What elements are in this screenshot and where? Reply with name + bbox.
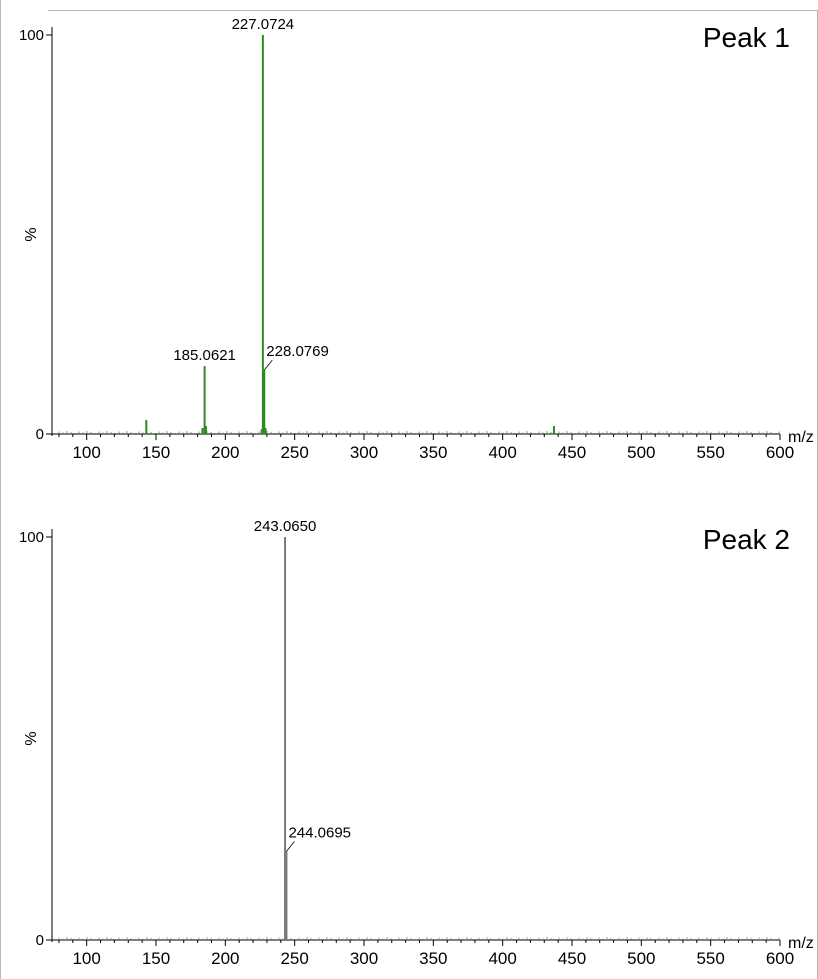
x-tick-label: 450 [558, 443, 586, 462]
y-tick-label: 0 [36, 426, 44, 443]
peak-label: 227.0724 [232, 16, 295, 33]
baseline-noise [54, 937, 780, 940]
x-tick-label: 100 [72, 949, 100, 968]
x-tick-label: 350 [419, 949, 447, 968]
x-tick-label: 600 [766, 443, 794, 462]
x-tick-label: 600 [766, 949, 794, 968]
peak-label: 185.0621 [173, 347, 236, 364]
peak-label-leader [263, 359, 273, 371]
x-tick-label: 400 [488, 443, 516, 462]
peak-label: 228.0769 [266, 343, 329, 360]
panel-title: Peak 2 [703, 524, 790, 555]
peak-label: 244.0695 [288, 824, 351, 841]
x-tick-label: 400 [488, 949, 516, 968]
y-axis-label: % [23, 227, 40, 241]
spectrum-panel-peak-2: 100 150 200 250 300 350 400 450 500 550 600 0 100% m/… [19, 518, 814, 968]
y-tick-label: 100 [19, 529, 44, 546]
frame-top-line [48, 10, 818, 11]
x-tick-label: 150 [142, 949, 170, 968]
x-tick-label: 350 [419, 443, 447, 462]
x-tick-label: 300 [350, 949, 378, 968]
y-tick-label: 0 [36, 932, 44, 949]
x-axis-label: m/z [788, 429, 814, 446]
x-tick-label: 200 [211, 443, 239, 462]
x-tick-label: 500 [627, 949, 655, 968]
x-axis-label: m/z [788, 935, 814, 952]
x-tick-label: 450 [558, 949, 586, 968]
y-axis-label: % [23, 731, 40, 745]
panel-title: Peak 1 [703, 22, 790, 53]
x-tick-label: 200 [211, 949, 239, 968]
frame-left-line [0, 0, 1, 979]
peak-label-leader [286, 841, 295, 852]
x-tick-label: 100 [72, 443, 100, 462]
x-tick-label: 500 [627, 443, 655, 462]
y-tick-label: 100 [19, 27, 44, 44]
baseline-noise [54, 431, 780, 434]
x-tick-label: 250 [280, 949, 308, 968]
x-tick-label: 300 [350, 443, 378, 462]
x-tick-label: 250 [280, 443, 308, 462]
x-tick-label: 550 [696, 949, 724, 968]
spectrum-panel-peak-1: 100 150 200 250 300 350 400 450 500 550 600 0 100% m/… [19, 16, 814, 462]
peak-label: 243.0650 [254, 518, 317, 535]
x-tick-label: 550 [696, 443, 724, 462]
x-tick-label: 150 [142, 443, 170, 462]
